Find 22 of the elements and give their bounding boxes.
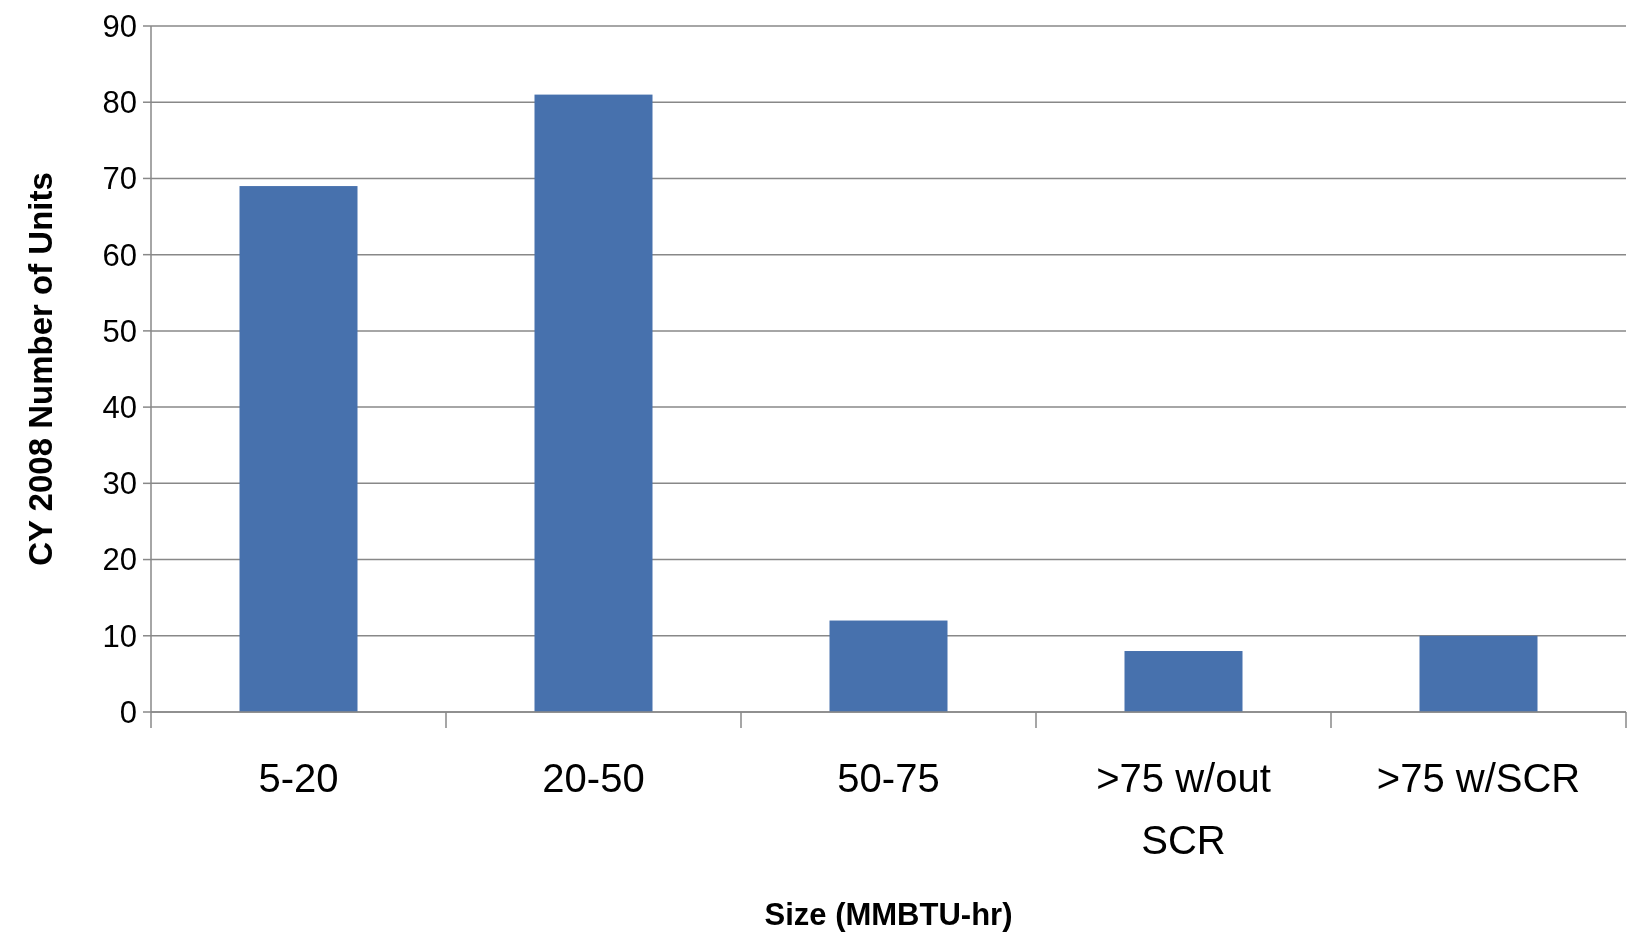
- bar: [239, 186, 358, 712]
- y-tick-label: 40: [102, 389, 137, 425]
- x-tick-label: 5-20: [258, 756, 339, 800]
- bar: [1124, 651, 1243, 712]
- bar: [534, 94, 653, 712]
- y-tick-label: 10: [102, 618, 137, 654]
- x-tick-label: >75 w/out SCR: [1096, 756, 1271, 862]
- y-tick-label: 70: [102, 161, 137, 197]
- y-tick-label: 90: [102, 8, 137, 44]
- y-tick-label: 30: [102, 466, 137, 502]
- x-axis-title: Size (MMBTU-hr): [764, 897, 1013, 932]
- y-tick-label: 80: [102, 85, 137, 121]
- y-tick-label: 50: [102, 313, 137, 349]
- bar: [1419, 635, 1538, 712]
- y-axis-title: CY 2008 Number of Units: [22, 172, 59, 566]
- x-tick-label: 50-75: [837, 756, 940, 800]
- x-tick-label: >75 w/SCR: [1376, 756, 1581, 800]
- y-tick-label: 0: [119, 694, 137, 730]
- bar: [829, 620, 948, 712]
- y-tick-label: 60: [102, 237, 137, 273]
- x-tick-label: 20-50: [542, 756, 645, 800]
- y-tick-label: 20: [102, 542, 137, 578]
